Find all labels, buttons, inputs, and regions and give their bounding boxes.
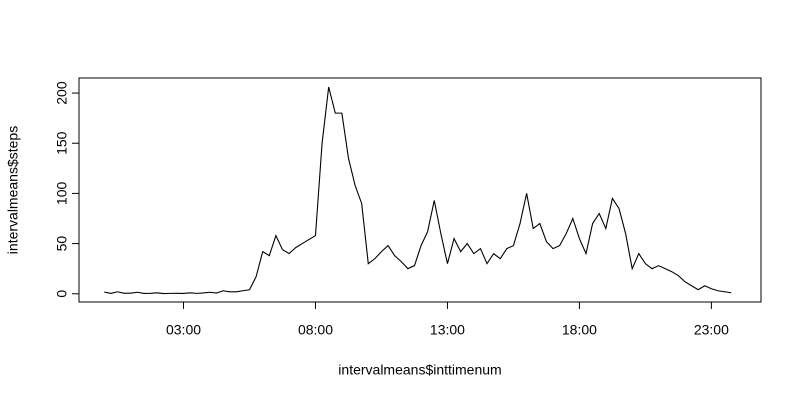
y-tick-label: 50 (54, 236, 70, 252)
plot-box (78, 77, 762, 303)
x-tick-label: 08:00 (298, 322, 333, 338)
x-tick-label: 13:00 (430, 322, 465, 338)
y-tick-label: 100 (54, 182, 70, 206)
y-tick-label: 150 (54, 131, 70, 155)
x-tick-label: 03:00 (166, 322, 201, 338)
y-tick-label: 0 (54, 290, 70, 298)
y-axis-label: intervalmeans$steps (5, 126, 21, 254)
x-tick-label: 23:00 (694, 322, 729, 338)
data-line (104, 86, 732, 295)
x-axis-label: intervalmeans$inttimenum (338, 362, 501, 378)
x-tick-label: 18:00 (562, 322, 597, 338)
y-tick-label: 200 (54, 81, 70, 105)
